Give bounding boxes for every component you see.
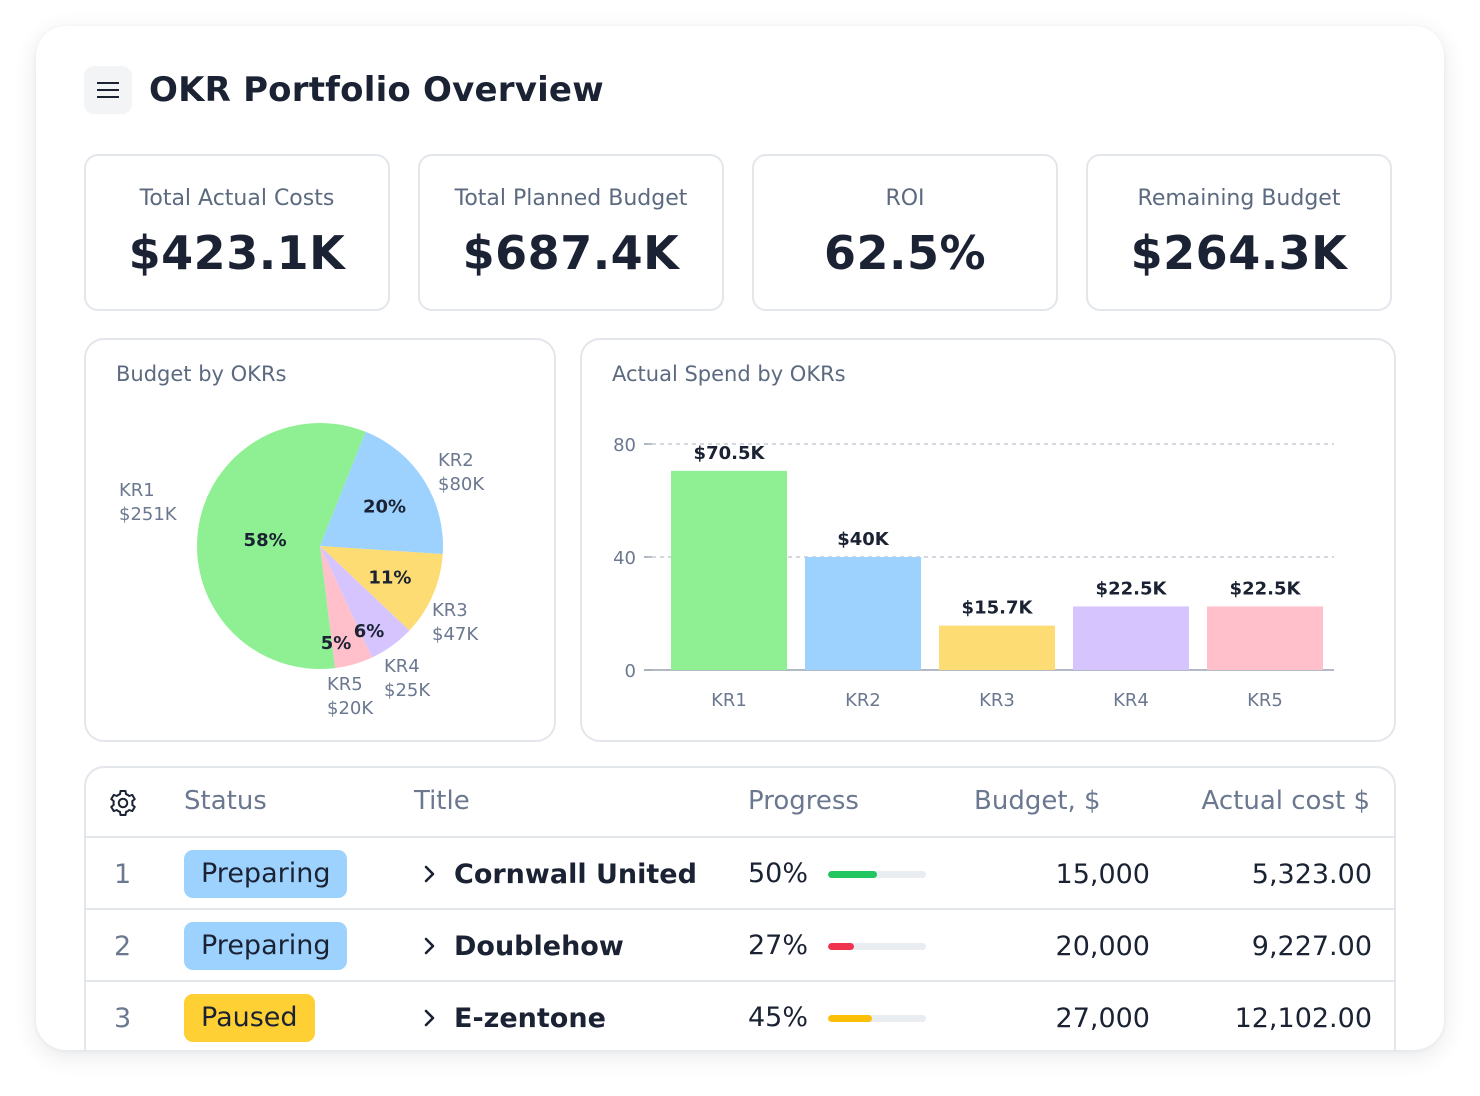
column-header-actual-cost[interactable]: Actual cost $ — [1201, 786, 1370, 816]
dashboard-card: OKR Portfolio Overview Total Actual Cost… — [36, 26, 1444, 1050]
table-header: Status Title Progress Budget, $ Actual c… — [86, 768, 1394, 838]
x-tick-label: KR2 — [845, 690, 881, 711]
row-title[interactable]: E-zentone — [454, 1003, 606, 1034]
x-tick-label: KR5 — [1247, 690, 1283, 711]
progress-bar-fill — [828, 871, 877, 878]
okr-table: Status Title Progress Budget, $ Actual c… — [84, 766, 1396, 1050]
panel-title: Budget by OKRs — [116, 362, 287, 386]
progress-percent: 50% — [748, 858, 809, 889]
kpi-card-remaining-budget: Remaining Budget $264.3K — [1086, 154, 1392, 311]
kpi-value: 62.5% — [823, 226, 987, 280]
budget-value: 20,000 — [1055, 931, 1150, 962]
pie-slice-amount-label: $80K — [438, 474, 485, 495]
budget-by-okrs-panel: Budget by OKRs 58% KR1 $251K 20% KR2 $80K 11% K… — [84, 338, 556, 742]
budget-value: 27,000 — [1055, 1003, 1150, 1034]
kpi-label: Total Planned Budget — [454, 186, 688, 211]
bar-value-label: $40K — [837, 529, 890, 550]
pie-slice-name-label: KR3 — [432, 600, 468, 621]
x-tick-label: KR4 — [1113, 690, 1149, 711]
row-number: 2 — [114, 931, 132, 962]
pie-slice-name-label: KR1 — [119, 480, 155, 501]
bar-value-label: $22.5K — [1230, 578, 1302, 599]
pie-slice-name-label: KR5 — [327, 674, 363, 695]
pie-slice-amount-label: $251K — [119, 504, 178, 525]
kpi-value: $423.1K — [128, 226, 346, 280]
bar-kr5[interactable] — [1207, 606, 1323, 670]
chevron-right-icon[interactable] — [420, 934, 440, 958]
pie-percent-label: 20% — [363, 496, 406, 517]
kpi-value: $687.4K — [462, 226, 680, 280]
column-header-status[interactable]: Status — [184, 786, 267, 816]
pie-slice-name-label: KR2 — [438, 450, 474, 471]
pie-slice-amount-label: $25K — [384, 680, 431, 701]
pie-slice-kr3[interactable] — [320, 546, 443, 631]
actual-spend-by-okrs-panel: Actual Spend by OKRs 0 40 80 $70.5K KR1 $40K K… — [580, 338, 1396, 742]
progress-bar-fill — [828, 1015, 873, 1022]
panel-title: Actual Spend by OKRs — [612, 362, 846, 386]
y-tick-label: 0 — [625, 661, 636, 682]
bar-value-label: $22.5K — [1096, 578, 1168, 599]
progress-percent: 45% — [748, 1002, 809, 1033]
pie-slice-kr1[interactable] — [196, 422, 366, 669]
menu-button[interactable] — [84, 66, 132, 114]
page-title: OKR Portfolio Overview — [149, 70, 604, 110]
pie-slice-kr5[interactable] — [320, 546, 373, 669]
pie-slice-kr2[interactable] — [320, 431, 443, 555]
row-title[interactable]: Doublehow — [454, 931, 624, 962]
actual-spend-bar-chart: 0 40 80 $70.5K KR1 $40K KR2 $15.7K KR3 $22.5K KR4 $… — [613, 435, 1334, 711]
column-header-progress[interactable]: Progress — [748, 786, 859, 816]
table-row[interactable]: 3 Paused E-zentone 45% 27,000 12,102.00 — [86, 982, 1394, 1050]
y-tick-label: 80 — [613, 435, 636, 456]
x-tick-label: KR3 — [979, 690, 1015, 711]
actual-cost-value: 12,102.00 — [1234, 1003, 1372, 1034]
progress-bar — [828, 871, 926, 878]
column-header-budget[interactable]: Budget, $ — [974, 786, 1101, 816]
bar-kr1[interactable] — [671, 470, 787, 670]
pie-percent-label: 5% — [321, 633, 352, 654]
chevron-right-icon[interactable] — [420, 1006, 440, 1030]
pie-percent-label: 58% — [244, 530, 287, 551]
pie-slice-amount-label: $20K — [327, 698, 374, 719]
pie-percent-label: 6% — [354, 621, 385, 642]
column-header-title[interactable]: Title — [414, 786, 470, 816]
pie-slice-name-label: KR4 — [384, 656, 420, 677]
status-badge[interactable]: Preparing — [184, 850, 348, 898]
chevron-right-icon[interactable] — [420, 862, 440, 886]
bar-value-label: $70.5K — [694, 443, 766, 464]
progress-bar-fill — [828, 943, 855, 950]
pie-slice-amount-label: $47K — [432, 624, 479, 645]
bar-kr4[interactable] — [1073, 606, 1189, 670]
kpi-value: $264.3K — [1130, 226, 1348, 280]
status-badge[interactable]: Preparing — [184, 922, 348, 970]
gear-icon[interactable] — [108, 788, 138, 818]
pie-percent-label: 11% — [368, 567, 411, 588]
progress-bar — [828, 943, 926, 950]
bar-kr2[interactable] — [805, 557, 921, 670]
budget-pie-chart: 58% KR1 $251K 20% KR2 $80K 11% KR3 $47K 6% KR4 $25K… — [119, 422, 485, 719]
row-title[interactable]: Cornwall United — [454, 859, 697, 890]
budget-value: 15,000 — [1055, 859, 1150, 890]
x-tick-label: KR1 — [711, 690, 747, 711]
row-number: 1 — [114, 859, 132, 890]
actual-cost-value: 9,227.00 — [1251, 931, 1372, 962]
bar-value-label: $15.7K — [962, 598, 1034, 619]
y-tick-label: 40 — [613, 548, 636, 569]
pie-slice-kr4[interactable] — [320, 546, 410, 658]
kpi-card-total-planned-budget: Total Planned Budget $687.4K — [418, 154, 724, 311]
table-row[interactable]: 2 Preparing Doublehow 27% 20,000 9,227.0… — [86, 910, 1394, 982]
actual-cost-value: 5,323.00 — [1251, 859, 1372, 890]
hamburger-menu-icon — [97, 82, 119, 98]
row-number: 3 — [114, 1003, 132, 1034]
kpi-label: ROI — [885, 186, 925, 211]
kpi-card-roi: ROI 62.5% — [752, 154, 1058, 311]
bar-kr3[interactable] — [939, 625, 1055, 670]
progress-percent: 27% — [748, 930, 809, 961]
progress-bar — [828, 1015, 926, 1022]
kpi-label: Remaining Budget — [1137, 186, 1341, 211]
status-badge[interactable]: Paused — [184, 994, 315, 1042]
kpi-label: Total Actual Costs — [139, 186, 335, 211]
kpi-card-total-actual-costs: Total Actual Costs $423.1K — [84, 154, 390, 311]
table-row[interactable]: 1 Preparing Cornwall United 50% 15,000 5… — [86, 838, 1394, 910]
